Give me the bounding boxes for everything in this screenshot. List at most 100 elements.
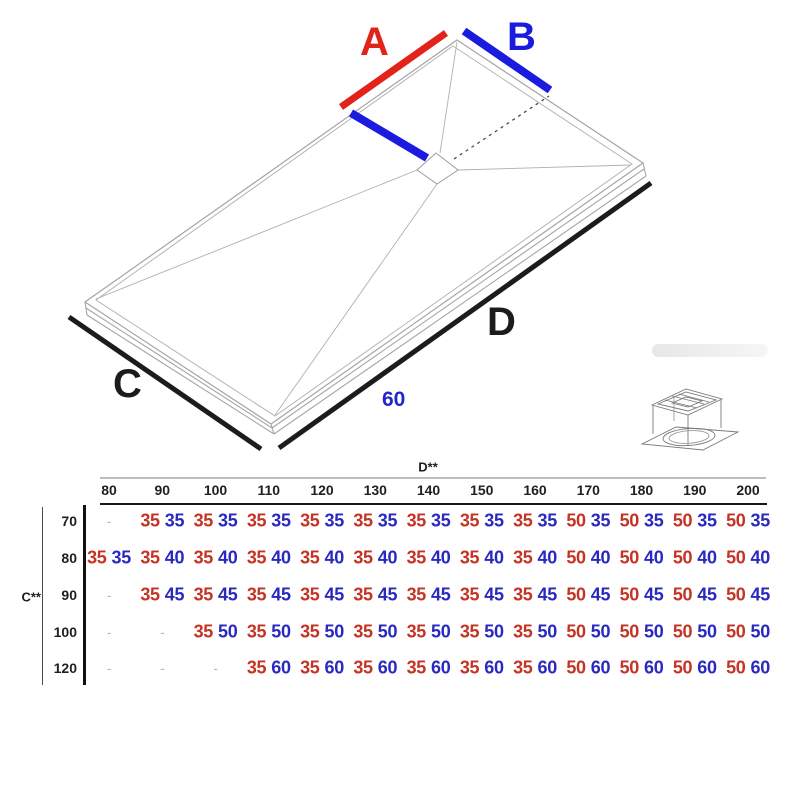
table-header-rule [100, 503, 767, 505]
table-cell: 35 45 [353, 585, 397, 606]
cell-value-blue: 50 [697, 621, 717, 641]
cell-value-red: 35 [353, 584, 373, 605]
edge-note-60: 60 [382, 388, 406, 411]
table-cell: 50 45 [566, 585, 610, 606]
cell-value-red: 50 [619, 584, 640, 605]
col-header: 120 [310, 482, 334, 498]
cell-value-red: 35 [353, 510, 373, 531]
table-cell: 35 35 [407, 511, 451, 532]
cell-value-blue: 35 [111, 547, 132, 567]
cell-value-red: 50 [566, 510, 586, 531]
cell-value-red: 35 [193, 510, 214, 531]
cell-value-red: 50 [619, 510, 640, 531]
cell-value-red: 35 [246, 510, 267, 531]
cell-value-blue: 60 [590, 657, 611, 678]
table-cell: - [106, 513, 112, 529]
col-header: 190 [683, 482, 707, 498]
cell-value-red: 50 [619, 657, 640, 678]
cell-value-blue: 45 [590, 584, 611, 605]
cell-value-blue: 50 [271, 621, 291, 641]
table-cell: 50 35 [726, 511, 770, 532]
cell-value-red: 50 [672, 584, 693, 605]
table-cell: 35 40 [140, 547, 184, 568]
table-cell: - [106, 623, 112, 640]
cell-value-blue: 40 [484, 547, 504, 567]
cell-value-blue: 35 [271, 510, 291, 531]
row-header: 80 [61, 549, 77, 566]
tray-side-edges [84, 162, 647, 435]
table-cell: 50 60 [726, 658, 770, 679]
dim-line-c [67, 314, 263, 452]
cell-value-red: 35 [246, 584, 267, 605]
cell-value-blue: 40 [537, 547, 558, 567]
col-header: 100 [203, 482, 228, 498]
cell-value-blue: 60 [324, 657, 345, 678]
col-header: 90 [154, 482, 171, 498]
empty-cell-dash: - [106, 587, 112, 603]
cell-value-blue: 50 [644, 621, 664, 641]
cell-value-red: 35 [246, 547, 267, 567]
table-cell: 50 35 [673, 511, 717, 532]
cell-value-red: 35 [406, 510, 427, 531]
dim-label-c: C [113, 362, 142, 406]
cell-value-blue: 40 [377, 547, 398, 567]
cell-value-blue: 40 [164, 547, 185, 567]
table-row-rule [83, 505, 86, 685]
table-cell: 35 35 [194, 511, 238, 532]
table-cell: 50 60 [566, 658, 610, 679]
drain-dashed-line [453, 95, 550, 160]
cell-value-blue: 45 [484, 584, 504, 605]
cell-value-blue: 40 [324, 547, 345, 567]
cell-value-red: 50 [566, 657, 586, 678]
cell-value-red: 50 [619, 621, 640, 641]
table-cell: 35 45 [513, 585, 557, 606]
cell-value-blue: 50 [377, 621, 398, 641]
table-cell: 50 35 [620, 511, 664, 532]
cell-value-blue: 40 [644, 547, 664, 567]
table-cell: 50 40 [726, 547, 770, 568]
dim-line-d [277, 180, 653, 451]
table-cell: 35 60 [513, 658, 557, 679]
cell-value-blue: 35 [750, 510, 771, 531]
table-cell: 35 60 [407, 658, 451, 679]
cell-value-blue: 60 [750, 657, 771, 678]
cell-value-red: 35 [246, 621, 267, 641]
table-cell: 35 40 [300, 547, 344, 568]
tray-drawing [67, 27, 740, 452]
cell-value-red: 35 [459, 584, 480, 605]
table-col-axis-label: D** [418, 459, 438, 475]
cell-value-red: 50 [566, 621, 586, 641]
table-cell: - [160, 660, 165, 676]
dim-line-b [461, 27, 553, 94]
empty-cell-dash: - [106, 623, 112, 640]
table-cell: - [107, 660, 112, 676]
row-header: 120 [53, 660, 77, 676]
table-cell: 35 35 [87, 547, 131, 568]
cell-value-blue: 50 [218, 621, 238, 641]
cell-value-blue: 35 [324, 510, 345, 531]
empty-cell-dash: - [106, 513, 112, 529]
cell-value-red: 35 [459, 621, 480, 641]
cell-value-red: 35 [353, 657, 373, 678]
cell-value-red: 35 [140, 510, 160, 531]
drain-square [416, 152, 459, 185]
cell-value-blue: 35 [431, 510, 451, 531]
table-cell: 35 35 [247, 511, 291, 532]
cell-value-blue: 45 [218, 584, 238, 605]
cell-value-red: 50 [672, 657, 693, 678]
table-cell: 35 50 [460, 621, 504, 642]
row-header: 70 [61, 513, 77, 529]
cell-value-red: 35 [300, 621, 320, 641]
empty-cell-dash: - [160, 660, 165, 676]
cell-value-red: 35 [300, 657, 320, 678]
dim-line-b2 [348, 109, 430, 162]
cell-value-red: 35 [406, 584, 427, 605]
table-cell: 50 50 [566, 621, 610, 642]
drain-icon [640, 388, 740, 451]
empty-cell-dash: - [213, 660, 218, 676]
drain-icon-shadow [652, 344, 768, 357]
cell-value-blue: 45 [431, 584, 451, 605]
col-header: 140 [416, 482, 441, 498]
cell-value-blue: 45 [164, 584, 185, 605]
dim-label-d: D [487, 300, 516, 344]
